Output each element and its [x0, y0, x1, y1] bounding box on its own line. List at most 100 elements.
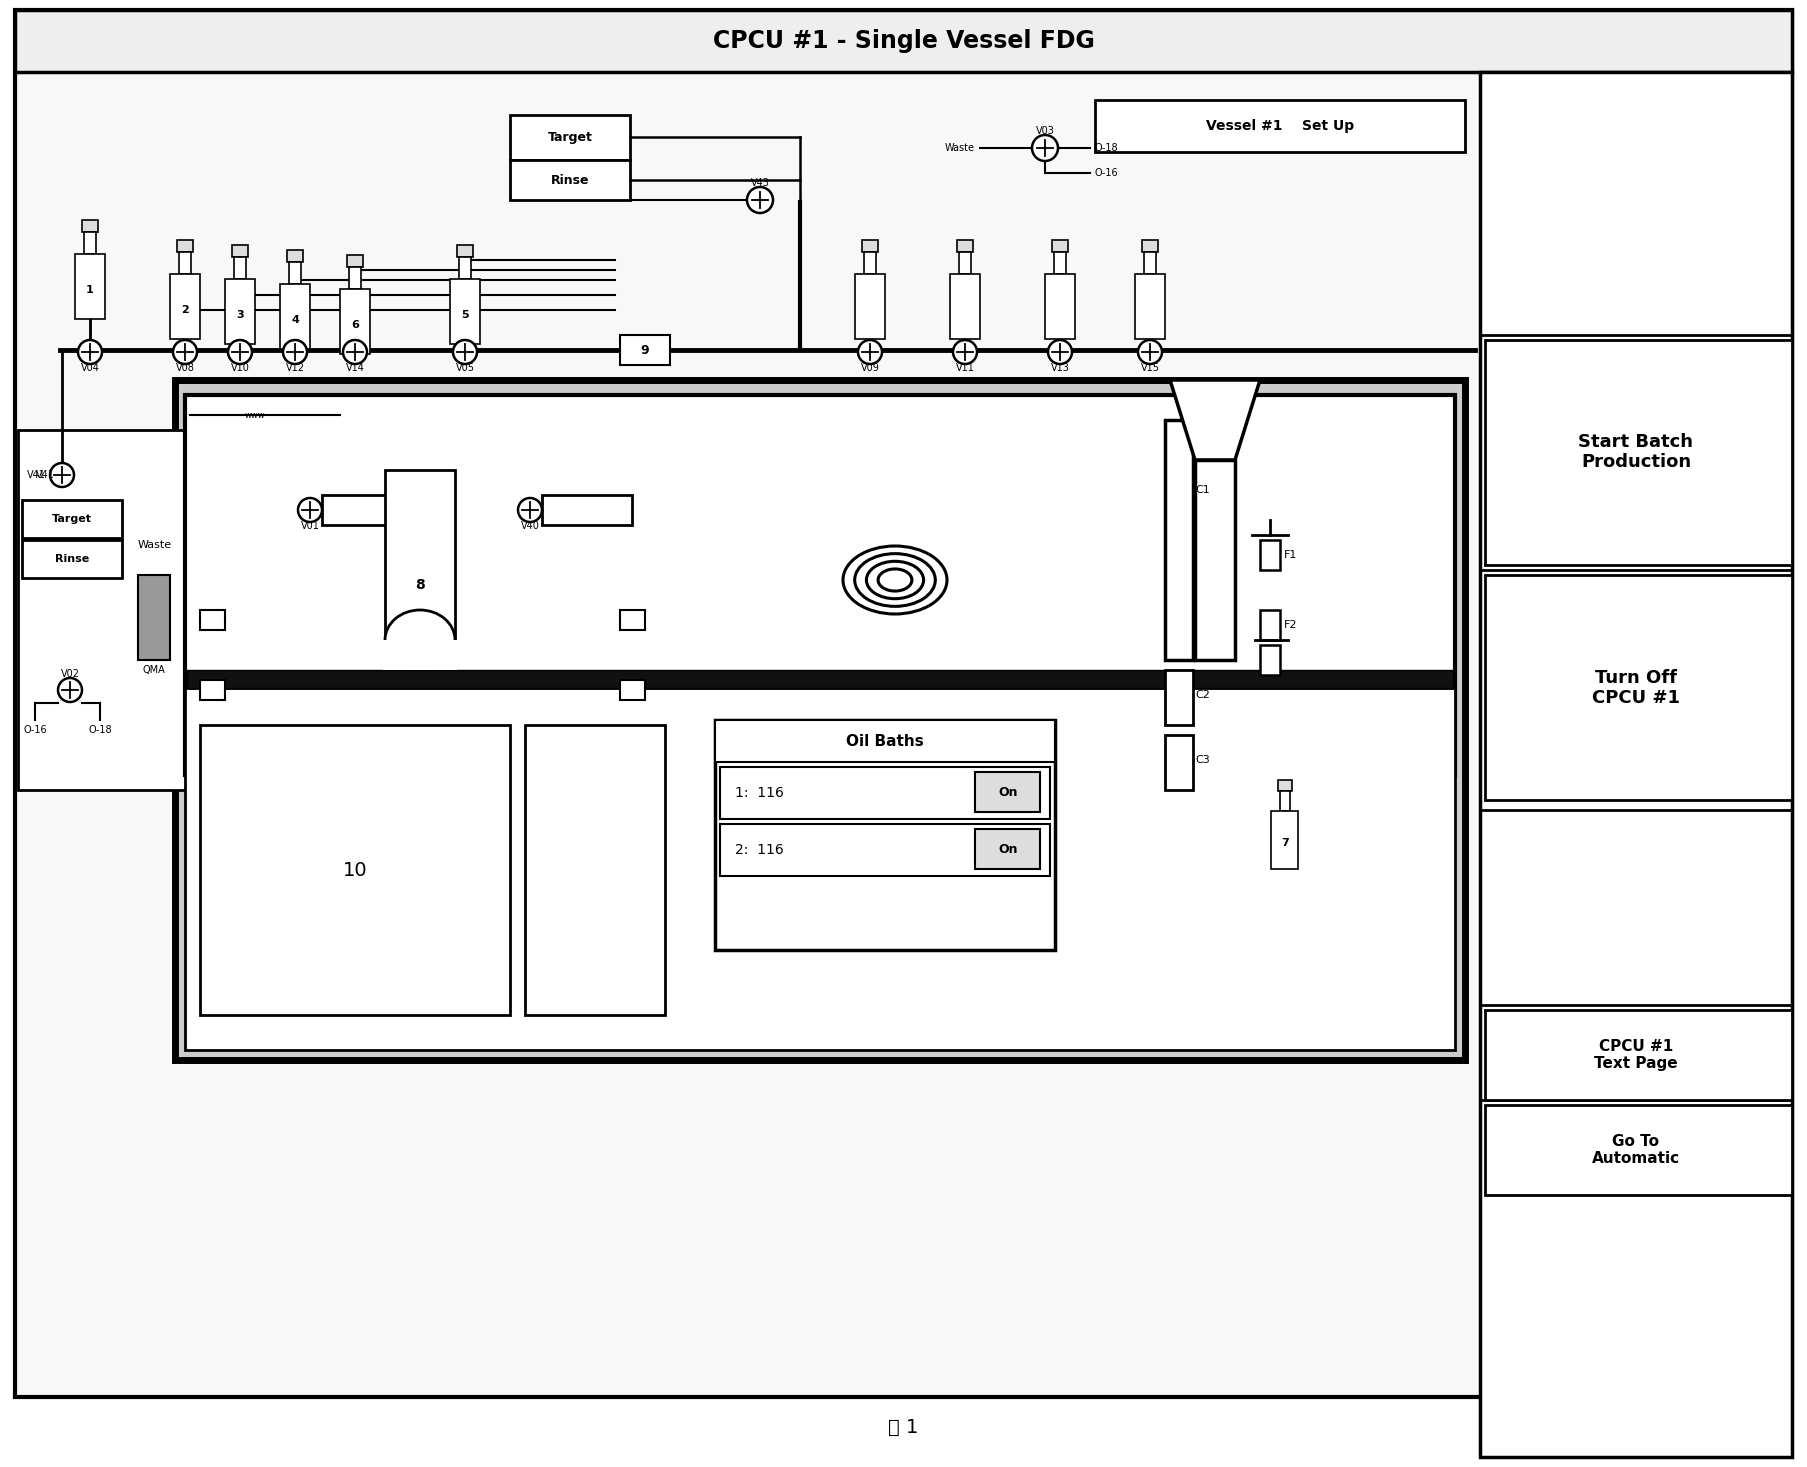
- Bar: [1279, 791, 1290, 811]
- Text: Target: Target: [548, 131, 593, 144]
- Circle shape: [173, 340, 197, 364]
- Bar: [1144, 252, 1156, 274]
- Bar: [958, 241, 972, 252]
- Bar: [1052, 241, 1068, 252]
- Bar: [347, 255, 363, 267]
- Bar: [289, 263, 302, 285]
- Text: Vessel #1    Set Up: Vessel #1 Set Up: [1205, 119, 1353, 133]
- Bar: [383, 640, 457, 670]
- Circle shape: [298, 497, 322, 522]
- Text: F2: F2: [1285, 621, 1297, 629]
- Bar: [1278, 780, 1292, 791]
- Circle shape: [519, 497, 542, 522]
- Text: V03: V03: [1035, 126, 1055, 136]
- Circle shape: [343, 340, 367, 364]
- Bar: [716, 720, 1055, 761]
- Bar: [719, 824, 1050, 876]
- Bar: [81, 220, 98, 232]
- Bar: [716, 720, 1055, 951]
- Bar: [175, 380, 1465, 1061]
- Bar: [137, 575, 170, 660]
- Ellipse shape: [385, 610, 455, 670]
- Bar: [950, 274, 979, 339]
- Text: 8: 8: [416, 578, 425, 593]
- Text: Start Batch
Production: Start Batch Production: [1579, 433, 1693, 471]
- Bar: [542, 494, 632, 525]
- Text: 3: 3: [237, 310, 244, 320]
- Circle shape: [284, 340, 307, 364]
- Bar: [1259, 540, 1279, 571]
- Text: Oil Baths: Oil Baths: [846, 734, 923, 748]
- Bar: [864, 252, 876, 274]
- Circle shape: [1032, 135, 1059, 161]
- Bar: [349, 267, 361, 289]
- Circle shape: [51, 464, 74, 487]
- Text: Go To
Automatic: Go To Automatic: [1592, 1134, 1681, 1166]
- Text: 10: 10: [343, 861, 367, 880]
- Text: V05: V05: [455, 362, 475, 373]
- Bar: [960, 252, 970, 274]
- Bar: [450, 279, 481, 343]
- Bar: [184, 395, 1455, 775]
- Text: V08: V08: [175, 362, 195, 373]
- Text: 1: 1: [87, 285, 94, 295]
- Bar: [14, 10, 1793, 72]
- Text: V01: V01: [300, 521, 320, 531]
- Text: On: On: [997, 785, 1017, 798]
- Bar: [1142, 241, 1158, 252]
- Bar: [1166, 735, 1193, 791]
- Text: C1: C1: [1194, 486, 1209, 494]
- Text: CPCU #1 - Single Vessel FDG: CPCU #1 - Single Vessel FDG: [712, 29, 1095, 53]
- Bar: [1053, 252, 1066, 274]
- Text: V04: V04: [81, 362, 99, 373]
- Bar: [201, 725, 510, 1015]
- Bar: [1044, 274, 1075, 339]
- Bar: [179, 252, 192, 274]
- Bar: [620, 334, 670, 365]
- Circle shape: [1048, 340, 1072, 364]
- Circle shape: [58, 678, 81, 703]
- Text: V10: V10: [231, 362, 249, 373]
- Bar: [1194, 461, 1234, 660]
- Bar: [459, 257, 472, 279]
- Bar: [1166, 420, 1193, 660]
- Bar: [976, 829, 1041, 868]
- Text: 6: 6: [351, 320, 360, 330]
- Bar: [340, 289, 370, 354]
- Bar: [1485, 575, 1793, 800]
- Bar: [1166, 670, 1193, 725]
- Text: O-16: O-16: [1095, 169, 1119, 178]
- Bar: [287, 249, 304, 263]
- Text: Waste: Waste: [137, 540, 172, 550]
- Text: V15: V15: [1140, 362, 1160, 373]
- Text: C3: C3: [1194, 756, 1209, 764]
- Text: O-18: O-18: [89, 725, 112, 735]
- Bar: [510, 114, 631, 160]
- Bar: [1135, 274, 1166, 339]
- Bar: [457, 245, 473, 257]
- Text: Rinse: Rinse: [551, 173, 589, 186]
- Bar: [280, 285, 311, 349]
- Text: 5: 5: [461, 310, 468, 320]
- Text: 4: 4: [291, 315, 298, 324]
- Text: QMA: QMA: [143, 665, 166, 675]
- Text: www: www: [244, 411, 266, 420]
- Polygon shape: [1169, 380, 1259, 461]
- Bar: [976, 772, 1041, 813]
- Text: 图 1: 图 1: [889, 1417, 918, 1436]
- Bar: [231, 245, 248, 257]
- Bar: [1485, 1105, 1793, 1196]
- Bar: [83, 232, 96, 254]
- Bar: [1259, 610, 1279, 640]
- Text: V41: V41: [36, 469, 54, 480]
- Bar: [226, 279, 255, 343]
- Bar: [620, 610, 645, 629]
- Text: F1: F1: [1285, 550, 1297, 560]
- Circle shape: [454, 340, 477, 364]
- Bar: [170, 274, 201, 339]
- Bar: [1259, 645, 1279, 675]
- Bar: [620, 681, 645, 700]
- Bar: [385, 469, 455, 640]
- Text: On: On: [997, 842, 1017, 855]
- Text: 2: 2: [181, 305, 190, 315]
